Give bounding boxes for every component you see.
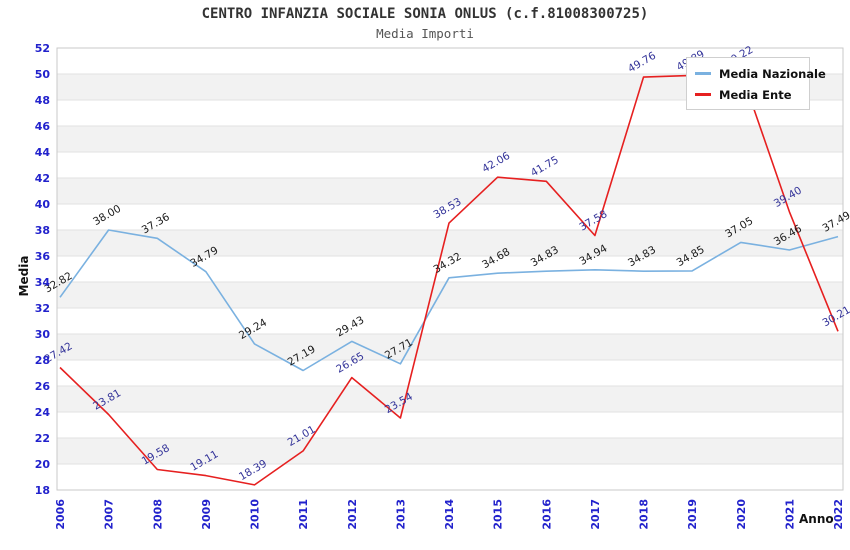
legend-label: Media Ente	[719, 87, 792, 102]
legend: Media Nazionale Media Ente	[686, 57, 826, 110]
chart-title: CENTRO INFANZIA SOCIALE SONIA ONLUS (c.f…	[201, 6, 649, 22]
grid-band	[57, 360, 843, 386]
grid-band	[57, 308, 843, 334]
x-tick-label: 2018	[638, 499, 651, 530]
grid-band	[57, 438, 843, 464]
x-tick-label: 2012	[346, 499, 359, 530]
y-tick-label: 48	[35, 94, 50, 107]
grid-band	[57, 126, 843, 152]
legend-label: Media Nazionale	[719, 66, 826, 81]
x-tick-label: 2011	[297, 499, 310, 530]
x-tick-label: 2006	[54, 499, 67, 530]
y-tick-label: 40	[35, 198, 51, 211]
y-tick-label: 28	[35, 354, 50, 367]
y-tick-label: 38	[35, 224, 50, 237]
y-tick-label: 34	[35, 276, 51, 289]
y-tick-label: 20	[35, 458, 51, 471]
grid-band	[57, 412, 843, 438]
grid-band	[57, 282, 843, 308]
x-tick-label: 2007	[103, 499, 116, 530]
x-tick-label: 2013	[394, 499, 407, 530]
grid-band	[57, 334, 843, 360]
y-tick-label: 46	[35, 120, 51, 133]
y-tick-label: 36	[35, 250, 51, 263]
y-tick-label: 22	[35, 432, 50, 445]
series-line-media-nazionale	[59, 229, 839, 372]
y-tick-label: 32	[35, 302, 50, 315]
grid-band	[57, 152, 843, 178]
y-tick-label: 24	[35, 406, 51, 419]
x-axis-title: Anno	[799, 512, 834, 526]
y-tick-label: 50	[35, 68, 51, 81]
grid-band	[57, 204, 843, 230]
y-tick-label: 26	[35, 380, 51, 393]
x-tick-label: 2014	[443, 499, 456, 530]
y-tick-label: 30	[35, 328, 51, 341]
x-tick-label: 2017	[589, 499, 602, 530]
y-tick-label: 18	[35, 484, 50, 497]
y-tick-label: 52	[35, 42, 50, 55]
legend-swatch	[695, 93, 711, 96]
x-tick-label: 2008	[151, 499, 164, 530]
y-tick-label: 44	[35, 146, 51, 159]
x-tick-label: 2010	[249, 499, 262, 530]
y-tick-label: 42	[35, 172, 50, 185]
grid-band	[57, 230, 843, 256]
chart-subtitle: Media Importi	[376, 26, 474, 41]
legend-item: Media Nazionale	[695, 63, 826, 84]
x-tick-label: 2009	[200, 499, 213, 530]
grid-band	[57, 386, 843, 412]
legend-swatch	[695, 72, 711, 75]
legend-item: Media Ente	[695, 84, 801, 105]
x-tick-label: 2016	[540, 499, 553, 530]
x-tick-label: 2021	[783, 499, 796, 530]
grid-band	[57, 464, 843, 490]
x-tick-label: 2020	[735, 499, 748, 530]
x-tick-label: 2019	[686, 499, 699, 530]
grid-band	[57, 178, 843, 204]
x-tick-label: 2022	[832, 499, 845, 530]
x-tick-label: 2015	[492, 499, 505, 530]
plot-border	[56, 47, 844, 491]
